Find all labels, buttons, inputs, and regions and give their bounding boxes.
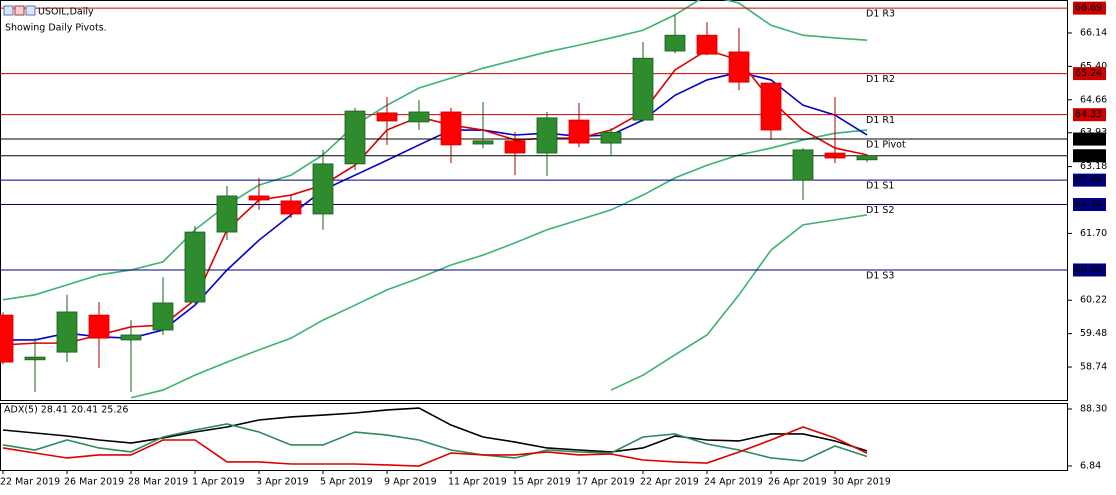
chart-subtitle: Showing Daily Pivots. [5,23,107,34]
pivot-label: D1 R1 [866,115,895,126]
y-tick-label: 64.66 [1080,94,1107,105]
pivot-label: D1 R3 [866,9,895,20]
axes: 22 Mar 2019 26 Mar 2019 28 Mar 2019 1 Apr 2… [0,1,1107,488]
x-tick-label: 1 Apr 2019 [192,477,245,488]
chart-title: USOIL,Daily [38,7,94,18]
candle-body [184,231,206,303]
candle-body [0,314,14,363]
adx-plot [2,407,868,467]
candle-body [600,131,622,144]
indicator-line [2,0,868,301]
y-tick-label: 59.48 [1080,328,1107,339]
indicator-line [2,407,868,453]
y-tick-label: 58.74 [1080,362,1107,373]
pivot-price-box [1073,132,1106,146]
pivot-label: D1 S3 [866,270,894,281]
x-tick-label: 22 Mar 2019 [0,477,60,488]
indicator-line [610,214,868,391]
candle-body [56,311,78,353]
x-tick-label: 28 Mar 2019 [128,477,188,488]
candle-body [88,314,110,339]
candle-body [248,195,270,201]
pivot-price-box [1073,1,1106,15]
candle-body [408,111,430,123]
current-price-label: 63.42 [1075,150,1102,161]
pivot-price-box [1073,198,1106,212]
y-tick-label: 60.22 [1080,295,1107,306]
y-tick-label: 6.84 [1080,460,1101,471]
x-tick-label: 11 Apr 2019 [448,477,507,488]
pivot-price-label: 65.24 [1075,68,1102,79]
candle-body [632,57,654,121]
x-tick-label: 24 Apr 2019 [704,477,763,488]
x-tick-label: 15 Apr 2019 [512,477,571,488]
candle-body [24,356,46,361]
candle-body [664,34,686,52]
y-tick-label: 88.30 [1080,404,1107,415]
candle-body [568,119,590,144]
pivot-label: D1 R2 [866,74,895,85]
pivot-price-label: 63.79 [1075,134,1102,145]
y-tick-label: 65.40 [1080,61,1107,72]
indicator-line [2,426,868,467]
candle-body [472,140,494,145]
candle-body [120,334,142,341]
candle-body [760,82,782,131]
symbol-icon [3,5,36,16]
indicator-line [3,71,868,341]
x-tick-label: 9 Apr 2019 [384,477,437,488]
indicator-line [2,423,868,462]
candle-body [344,110,366,165]
candle-body [504,140,526,154]
pivot-price-box [1073,263,1106,277]
x-tick-label: 26 Apr 2019 [768,477,827,488]
indicator-line [2,49,868,346]
x-tick-label: 3 Apr 2019 [256,477,309,488]
pivot-label: D1 S2 [866,205,894,216]
pivot-price-box [1073,67,1106,81]
x-tick-label: 17 Apr 2019 [576,477,635,488]
candle-body [152,302,174,331]
current-price-box [1073,149,1106,163]
pivot-price-label: 66.69 [1075,3,1102,14]
candle-body [856,155,878,161]
pivot-price-box [1073,173,1106,187]
indicator-line [130,129,868,399]
x-tick-label: 30 Apr 2019 [832,477,891,488]
main-plot: D1 R3 D1 R2 D1 R1 D1 Pivot D1 S1 D1 S2 D1 S3 [0,0,1068,399]
x-tick-label: 26 Mar 2019 [64,477,124,488]
indicator-title: ADX(5) 28.41 20.41 25.26 [4,405,128,416]
pivot-price-label: 60.89 [1075,264,1102,275]
pivot-price-label: 62.34 [1075,199,1102,210]
adx-panel-frame [0,403,1068,471]
x-tick-label: 5 Apr 2019 [320,477,373,488]
candle-body [312,163,334,215]
pivot-label: D1 S1 [866,181,894,192]
y-tick-label: 63.18 [1080,161,1107,172]
main-panel-frame [0,0,1068,401]
pivot-price-label: 62.88 [1075,175,1102,186]
pivot-price-label: 64.33 [1075,109,1102,120]
candle-body [376,112,398,122]
candle-body [792,149,814,181]
y-tick-label: 61.70 [1080,228,1107,239]
candle-body [280,200,302,215]
candle-body [824,152,846,159]
candle-body [728,51,750,83]
pivot-label: D1 Pivot [866,140,906,151]
y-tick-label: 66.14 [1080,27,1107,38]
candle-body [440,111,462,146]
candle-body [536,117,558,154]
candle-body [696,34,718,55]
x-tick-label: 22 Apr 2019 [640,477,699,488]
candle-body [216,195,238,233]
pivot-price-box [1073,108,1106,122]
